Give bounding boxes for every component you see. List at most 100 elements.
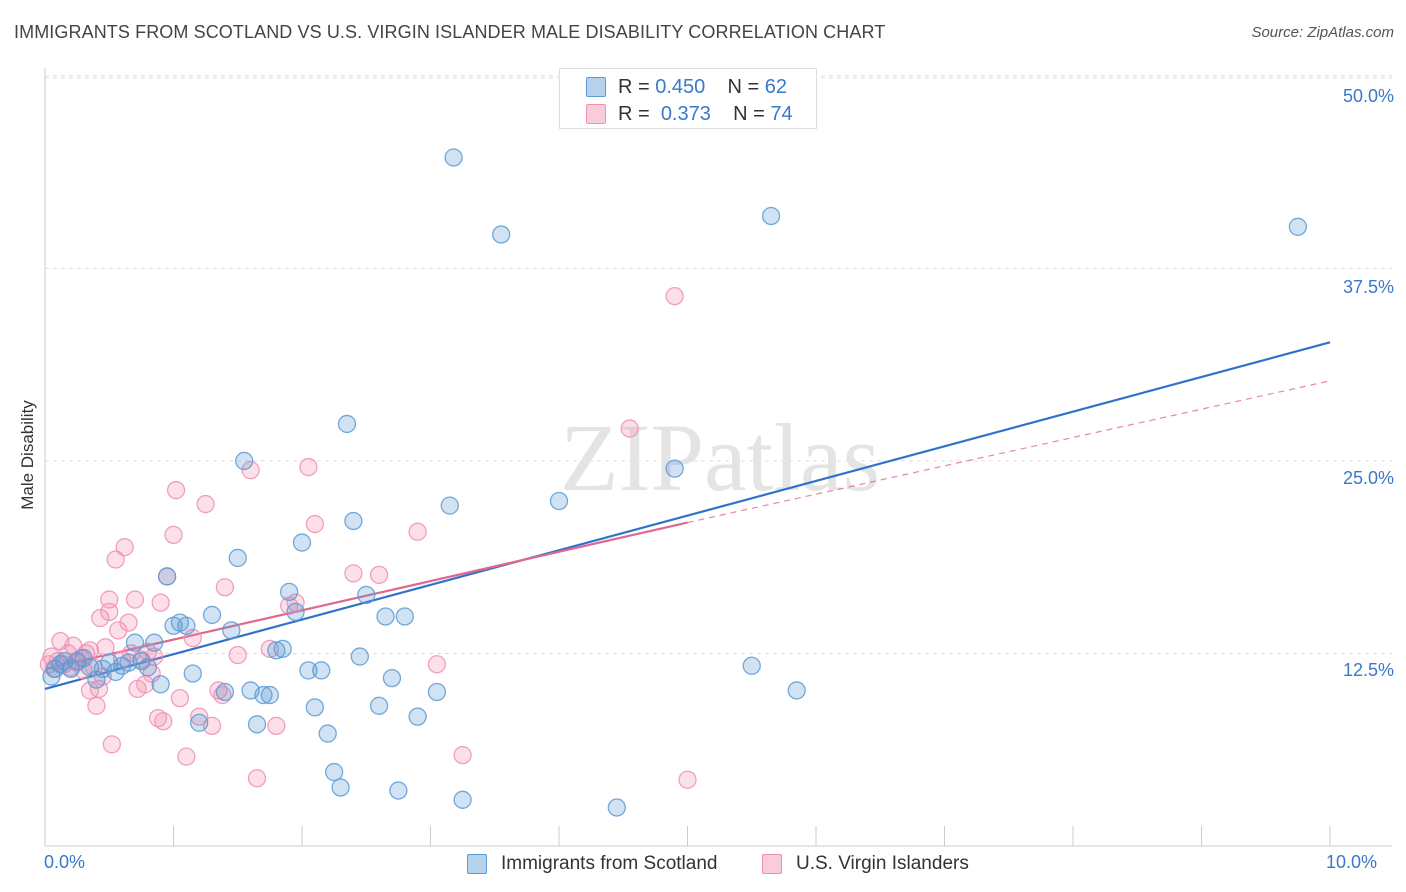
legend-row-scotland: R = 0.450 N = 62 <box>586 75 787 99</box>
data-point-scotland <box>665 459 684 478</box>
trend-lines <box>44 341 1331 690</box>
bottom-legend-swatch-scotland <box>467 854 487 874</box>
data-point-scotland <box>408 707 427 726</box>
y-tick-label: 50.0% <box>1342 86 1394 106</box>
legend-n-label: N = <box>733 102 765 125</box>
data-point-virgin <box>213 685 232 705</box>
data-point-scotland <box>324 762 344 782</box>
data-point-virgin <box>665 286 684 306</box>
data-point-scotland <box>312 661 331 680</box>
legend-row-virgin: R = 0.373 N = 74 <box>586 102 793 126</box>
legend-n-label: N = <box>727 75 760 98</box>
data-point-virgin <box>241 461 260 480</box>
data-point-virgin <box>678 770 697 789</box>
data-point-scotland <box>267 641 286 660</box>
legend-swatch-virgin <box>586 104 606 124</box>
bottom-legend-label: Immigrants from Scotland <box>501 853 718 874</box>
data-point-virgin <box>196 494 215 514</box>
data-point-virgin <box>170 688 190 708</box>
data-point-virgin <box>344 564 363 583</box>
data-point-virgin <box>427 655 447 674</box>
data-point-scotland <box>440 496 459 515</box>
data-point-virgin <box>151 593 170 612</box>
y-tick-label: 25.0% <box>1342 468 1394 488</box>
data-point-scotland <box>145 633 164 652</box>
data-point-virgin <box>148 709 168 728</box>
y-tick-label: 12.5% <box>1342 660 1394 680</box>
data-point-scotland <box>286 602 305 622</box>
data-point-scotland <box>357 585 376 605</box>
data-point-virgin <box>100 602 119 622</box>
data-point-scotland <box>389 781 408 800</box>
data-point-virgin <box>247 769 267 788</box>
data-point-scotland <box>305 698 325 717</box>
legend-r-label: R = <box>618 102 650 125</box>
data-point-scotland <box>202 605 222 625</box>
data-point-virgin <box>115 538 134 557</box>
data-point-virgin <box>96 638 115 657</box>
data-point-virgin <box>190 707 209 726</box>
y-tick-label: 37.5% <box>1342 277 1394 297</box>
data-point-scotland <box>228 548 247 568</box>
data-point-scotland <box>382 668 402 688</box>
bottom-legend-swatch-virgin <box>762 854 782 874</box>
data-point-scotland <box>235 451 254 471</box>
data-point-scotland <box>247 715 267 734</box>
data-point-scotland <box>318 724 337 743</box>
data-point-virgin <box>260 639 280 658</box>
data-point-scotland <box>183 664 202 683</box>
data-point-scotland <box>492 225 511 244</box>
data-point-scotland <box>376 607 395 626</box>
data-point-scotland <box>299 661 318 680</box>
data-point-scotland <box>125 633 145 652</box>
data-point-scotland <box>74 648 93 668</box>
data-point-virgin <box>102 735 121 754</box>
data-point-scotland <box>761 206 781 226</box>
data-point-virgin <box>164 525 183 545</box>
data-point-scotland <box>151 675 170 694</box>
watermark: ZIPatlas <box>560 404 880 511</box>
legend-r-label: R = <box>618 75 650 98</box>
legend-n-value: 62 <box>764 75 788 98</box>
data-point-scotland <box>337 414 357 434</box>
x-tick-label: 0.0% <box>44 852 86 872</box>
axes <box>44 68 1392 847</box>
chart-title: IMMIGRANTS FROM SCOTLAND VS U.S. VIRGIN … <box>14 22 886 42</box>
data-point-scotland <box>787 681 806 700</box>
data-point-scotland <box>254 685 273 705</box>
data-point-virgin <box>286 593 305 612</box>
data-point-virgin <box>91 608 110 628</box>
data-point-scotland <box>190 713 209 732</box>
data-point-scotland <box>87 670 106 689</box>
data-point-scotland <box>344 511 363 531</box>
source-credit: Source: ZipAtlas.com <box>1251 24 1394 41</box>
bottom-legend-label: U.S. Virgin Islanders <box>796 853 969 874</box>
data-point-scotland <box>222 621 241 640</box>
legend-n-value: 74 <box>770 102 793 125</box>
bottom-legend-scotland: Immigrants from Scotland <box>467 851 717 877</box>
grid-lines <box>45 75 1392 654</box>
data-point-virgin <box>620 419 639 438</box>
legend-r-value: 0.373 <box>660 102 711 125</box>
data-points <box>39 148 1308 817</box>
data-point-scotland <box>138 658 157 677</box>
data-point-scotland <box>292 533 312 552</box>
data-point-scotland <box>395 607 414 626</box>
data-point-virgin <box>125 590 145 609</box>
data-point-virgin <box>408 522 427 541</box>
data-point-virgin <box>305 514 325 534</box>
data-point-scotland <box>607 798 626 817</box>
data-point-scotland <box>260 685 280 705</box>
data-point-virgin <box>228 645 247 665</box>
x-tick-label: 10.0% <box>1326 852 1378 872</box>
data-point-scotland <box>350 647 369 666</box>
data-point-virgin <box>369 565 389 585</box>
data-point-virgin <box>154 712 173 731</box>
data-point-scotland <box>215 682 235 702</box>
bottom-legend-virgin: U.S. Virgin Islanders <box>762 851 969 877</box>
data-point-scotland <box>331 778 350 797</box>
data-point-scotland <box>369 696 389 715</box>
data-point-scotland <box>427 682 447 702</box>
data-point-scotland <box>177 616 196 635</box>
